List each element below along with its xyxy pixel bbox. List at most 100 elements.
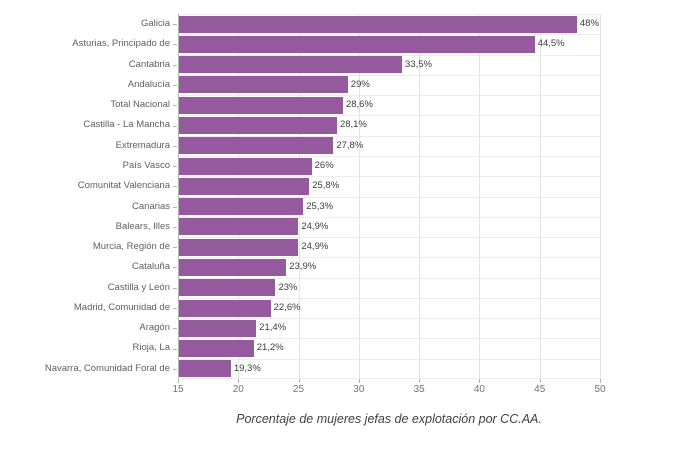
category-label: Galicia <box>140 18 170 29</box>
y-tick-mark <box>173 166 177 168</box>
value-label: 21,2% <box>256 342 284 354</box>
gridline-horizontal <box>178 196 600 198</box>
gridline-horizontal <box>178 95 600 97</box>
category-label: Cantabria <box>128 58 170 70</box>
x-tick-mark <box>178 379 179 383</box>
x-tick-label: 40 <box>473 384 485 395</box>
x-tick-mark <box>600 379 601 383</box>
category-label: Total Nacional <box>110 99 170 111</box>
value-label: 48% <box>579 18 599 29</box>
gridline-horizontal <box>178 358 600 360</box>
value-label: 25,8% <box>312 180 340 192</box>
category-label: Navarra, Comunidad Foral de <box>44 362 170 374</box>
bar <box>179 340 254 358</box>
y-tick-mark <box>173 105 177 107</box>
bar <box>179 198 304 216</box>
category-label: Comunitat Valenciana <box>77 180 170 192</box>
bar <box>179 258 287 276</box>
category-label: Andalucía <box>127 78 170 90</box>
x-tick-label: 15 <box>172 384 184 395</box>
y-tick-mark <box>173 287 177 289</box>
x-tick-mark <box>358 379 360 383</box>
y-tick-mark <box>173 348 177 350</box>
gridline-horizontal <box>178 378 600 379</box>
gridline-vertical <box>539 14 541 379</box>
value-label: 28,1% <box>339 119 367 131</box>
bar <box>179 56 403 74</box>
y-tick-mark <box>173 145 177 147</box>
gridline-horizontal <box>178 257 600 259</box>
y-tick-mark <box>173 226 177 228</box>
gridline-horizontal <box>178 74 600 76</box>
x-tick-mark <box>479 379 481 383</box>
category-label: Rioja, La <box>132 342 171 354</box>
value-label: 27,8% <box>336 139 364 151</box>
gridline-vertical <box>419 14 421 379</box>
gridline-horizontal <box>178 155 600 157</box>
bar <box>179 35 535 53</box>
value-label: 24,9% <box>301 241 329 253</box>
y-tick-mark <box>173 64 177 66</box>
bar <box>179 218 299 236</box>
y-tick-mark <box>173 84 177 86</box>
gridline-horizontal <box>178 54 600 56</box>
gridline-horizontal <box>178 216 600 218</box>
gridline-horizontal <box>178 34 600 36</box>
y-tick-mark <box>173 328 177 330</box>
value-label: 28,6% <box>345 99 373 111</box>
bar <box>179 177 310 195</box>
category-label: Aragón <box>139 322 170 334</box>
value-label: 23,9% <box>289 261 317 273</box>
y-tick-mark <box>173 44 177 46</box>
bar <box>179 117 337 135</box>
bar <box>179 76 348 94</box>
y-tick-mark <box>173 125 177 127</box>
gridline-horizontal <box>178 237 600 239</box>
value-label: 21,4% <box>259 322 287 334</box>
category-label: Castilla - La Mancha <box>83 119 170 131</box>
chart-caption: Porcentaje de mujeres jefas de explotaci… <box>236 412 542 426</box>
x-tick-label: 20 <box>232 384 244 395</box>
y-tick-mark <box>173 186 177 188</box>
y-tick-mark <box>173 267 177 269</box>
x-tick-mark <box>539 379 541 383</box>
bar <box>179 157 312 175</box>
value-label: 23% <box>278 281 298 293</box>
plot-area: 48% 44,5% 33,5% 29% 28,6% 28,1% 27,8% 26% 25,8% 2… <box>178 14 601 379</box>
value-label: 22,6% <box>273 301 301 313</box>
category-label: Murcia, Región de <box>92 241 170 253</box>
gridline-horizontal <box>178 14 600 15</box>
gridline-vertical <box>479 14 481 379</box>
bar <box>179 238 299 256</box>
x-tick-label: 50 <box>594 384 606 395</box>
y-tick-mark <box>173 247 177 249</box>
gridline-horizontal <box>178 176 600 178</box>
gridline-horizontal <box>178 115 600 117</box>
bar <box>179 299 271 317</box>
y-tick-mark <box>173 368 177 370</box>
gridline-vertical <box>238 14 240 379</box>
value-label: 26% <box>314 159 334 171</box>
bar <box>179 360 231 378</box>
y-axis-line <box>178 14 179 379</box>
gridline-vertical <box>600 14 601 379</box>
y-tick-mark <box>173 308 177 310</box>
value-label: 24,9% <box>301 220 329 232</box>
value-label: 25,3% <box>306 200 334 212</box>
bar <box>179 15 577 33</box>
y-axis-labels: Galicia Asturias, Principado de Cantabria A… <box>0 14 170 379</box>
x-tick-label: 25 <box>293 384 305 395</box>
category-label: Castilla y León <box>107 281 170 293</box>
bar <box>179 96 343 114</box>
gridline-horizontal <box>178 318 600 320</box>
bar <box>179 279 276 297</box>
value-label: 19,3% <box>233 362 261 374</box>
category-label: Cataluña <box>131 261 170 273</box>
category-label: Madrid, Comunidad de <box>73 301 170 313</box>
x-tick-label: 35 <box>413 384 425 395</box>
bar <box>179 137 334 155</box>
category-label: Balears, Illes <box>115 220 170 232</box>
gridline-horizontal <box>178 277 600 279</box>
x-tick-label: 30 <box>353 384 365 395</box>
